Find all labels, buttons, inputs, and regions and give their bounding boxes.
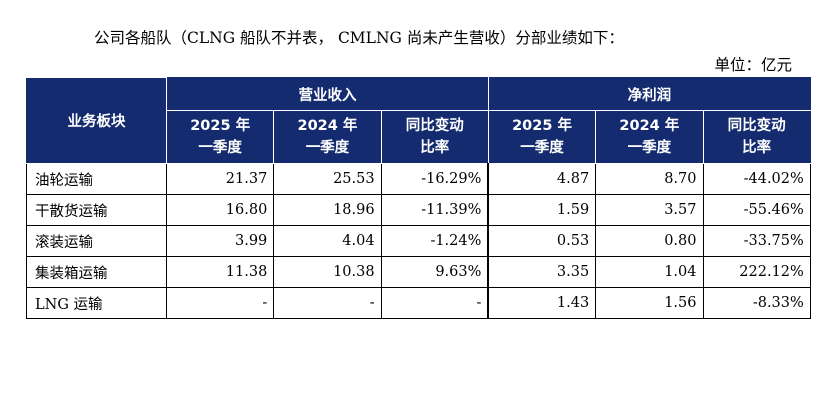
table-cell: - [273, 287, 382, 319]
table-cell: 3.35 [487, 256, 597, 288]
table-cell: 25.53 [273, 163, 382, 195]
sub-header: 2024 年一季度 [273, 110, 382, 164]
corner-header: 业务板块 [26, 77, 167, 164]
table-cell: 16.80 [165, 194, 275, 226]
table-cell: 9.63% [380, 256, 490, 288]
sub-header: 2025 年一季度 [165, 110, 275, 164]
table-cell: 4.87 [487, 163, 597, 195]
table-cell: 0.80 [595, 225, 704, 257]
table-cell: -33.75% [702, 225, 811, 257]
table-cell: 222.12% [702, 256, 811, 288]
table-cell: 1.04 [595, 256, 704, 288]
group-header-net-profit: 净利润 [487, 77, 811, 111]
unit-label: 单位：亿元 [714, 56, 792, 74]
table-cell: 1.59 [487, 194, 597, 226]
table-cell: -44.02% [702, 163, 811, 195]
table-cell: 4.04 [273, 225, 382, 257]
table-cell: -11.39% [380, 194, 490, 226]
segment-performance-table: 业务板块 营业收入 净利润 2025 年一季度 2024 年一季度 同比变动 比率… [26, 77, 811, 319]
table-cell: 3.99 [165, 225, 275, 257]
table-cell: - [165, 287, 275, 319]
segment-name: 滚装运输 [26, 225, 167, 257]
table-row: 滚装运输 3.99 4.04 -1.24% 0.53 0.80 -33.75% [26, 225, 811, 257]
segment-name: LNG 运输 [26, 287, 167, 319]
table-cell: 8.70 [595, 163, 704, 195]
table-cell: 11.38 [165, 256, 275, 288]
intro-text: 公司各船队（CLNG 船队不并表， CMLNG 尚未产生营收）分部业绩如下： [94, 29, 624, 47]
segment-name: 干散货运输 [26, 194, 167, 226]
table-row: 油轮运输 21.37 25.53 -16.29% 4.87 8.70 -44.0… [26, 163, 811, 195]
table-cell: -8.33% [702, 287, 811, 319]
table-cell: 21.37 [165, 163, 275, 195]
table-row: LNG 运输 - - - 1.43 1.56 -8.33% [26, 287, 811, 319]
segment-name: 油轮运输 [26, 163, 167, 195]
group-header-revenue: 营业收入 [166, 77, 489, 111]
segment-name: 集装箱运输 [26, 256, 167, 288]
sub-header: 同比变动 比率 [702, 110, 811, 164]
sub-header: 2025 年一季度 [487, 110, 597, 164]
table-cell: 10.38 [273, 256, 382, 288]
table-cell: 0.53 [487, 225, 597, 257]
table-cell: 18.96 [273, 194, 382, 226]
sub-header: 同比变动 比率 [380, 110, 489, 164]
table-cell: 1.56 [595, 287, 704, 319]
table-cell: -1.24% [380, 225, 490, 257]
table-cell: -55.46% [702, 194, 811, 226]
table-row: 集装箱运输 11.38 10.38 9.63% 3.35 1.04 222.12… [26, 256, 811, 288]
table-cell: -16.29% [380, 163, 490, 195]
sub-header: 2024 年一季度 [595, 110, 704, 164]
table-cell: 1.43 [487, 287, 597, 319]
table-row: 干散货运输 16.80 18.96 -11.39% 1.59 3.57 -55.… [26, 194, 811, 226]
table-cell: 3.57 [595, 194, 704, 226]
table-cell: - [380, 287, 490, 319]
